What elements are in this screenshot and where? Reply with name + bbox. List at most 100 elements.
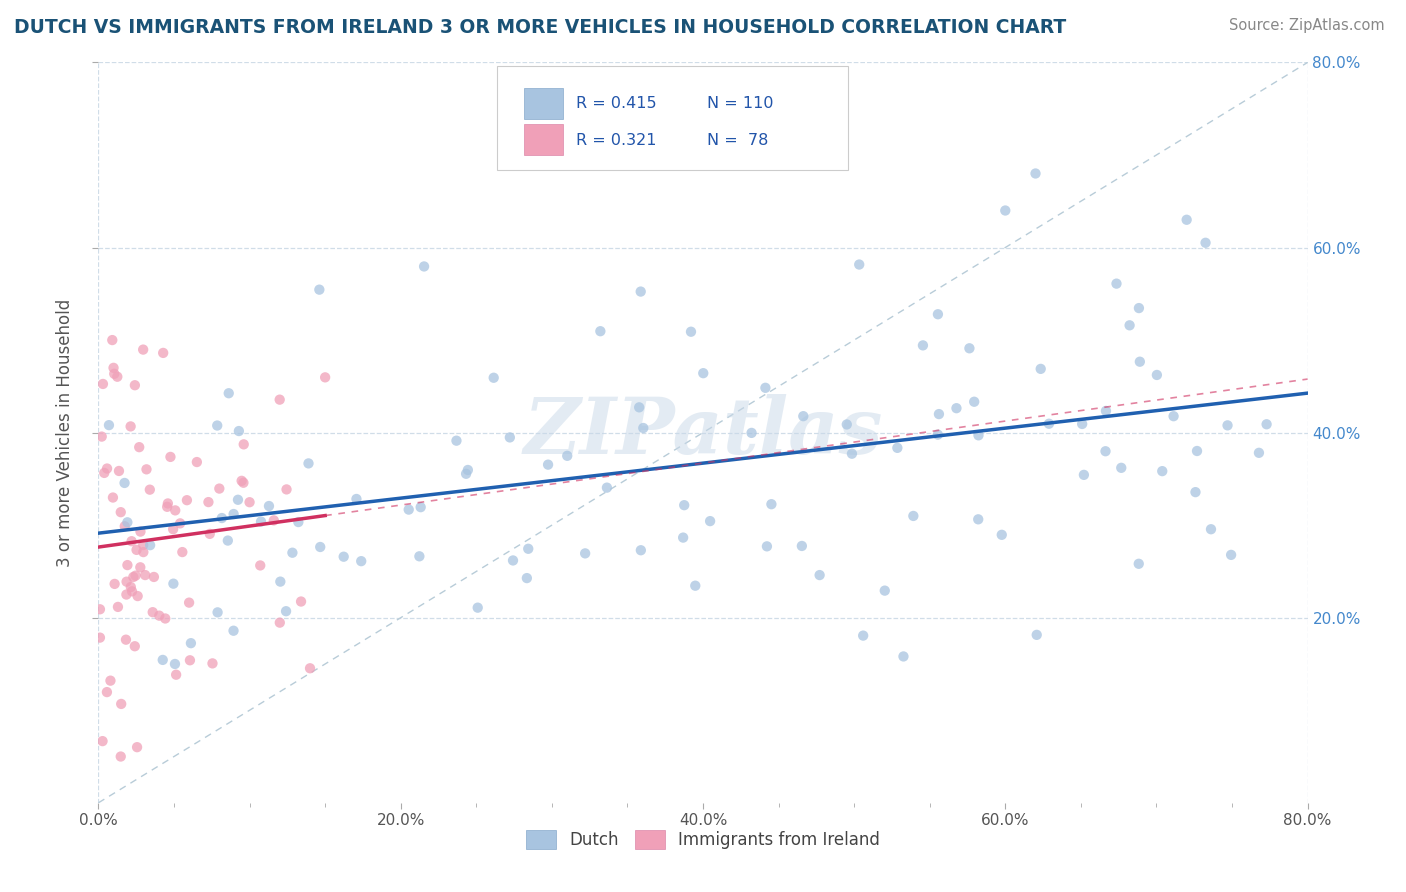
Point xyxy=(217,533,239,548)
Point xyxy=(96,685,118,699)
Point xyxy=(297,457,319,471)
Point xyxy=(957,341,980,355)
Point xyxy=(873,583,896,598)
Point xyxy=(263,513,285,527)
Point xyxy=(105,369,128,384)
Point xyxy=(502,553,524,567)
Point xyxy=(835,417,858,432)
Point xyxy=(120,580,142,594)
Point xyxy=(100,673,122,688)
Point xyxy=(1256,417,1278,432)
Point xyxy=(1071,417,1094,431)
Point xyxy=(790,539,813,553)
Point xyxy=(179,653,201,667)
FancyBboxPatch shape xyxy=(498,66,848,169)
Point xyxy=(679,325,702,339)
Text: N = 110: N = 110 xyxy=(707,96,773,112)
Point xyxy=(169,516,191,531)
Point xyxy=(454,467,477,481)
Point xyxy=(117,558,139,573)
Point xyxy=(457,463,479,477)
Point xyxy=(409,500,432,515)
Point xyxy=(231,474,253,488)
Point xyxy=(314,370,336,384)
Point xyxy=(120,419,142,434)
Point xyxy=(537,458,560,472)
Point xyxy=(274,604,297,618)
Point xyxy=(848,258,870,272)
Point xyxy=(156,500,179,514)
Point xyxy=(155,611,177,625)
Point xyxy=(186,455,208,469)
Point xyxy=(1128,557,1150,571)
Point xyxy=(91,734,114,748)
Point xyxy=(685,579,707,593)
Point xyxy=(132,545,155,559)
Point xyxy=(226,492,249,507)
Point xyxy=(239,495,262,509)
Point xyxy=(135,462,157,476)
Point xyxy=(408,549,430,564)
Point xyxy=(1129,354,1152,368)
Point xyxy=(127,589,149,603)
Point xyxy=(1175,212,1198,227)
Point xyxy=(211,511,233,525)
Point xyxy=(517,541,540,556)
Point xyxy=(163,657,186,671)
Point xyxy=(1109,460,1132,475)
Point xyxy=(121,534,143,549)
Point xyxy=(446,434,468,448)
Point xyxy=(152,653,174,667)
Point xyxy=(165,503,187,517)
Point xyxy=(555,449,578,463)
Point xyxy=(114,475,136,490)
Point xyxy=(218,386,240,401)
Point xyxy=(413,260,436,274)
Point xyxy=(269,615,291,630)
Point xyxy=(346,491,368,506)
Point xyxy=(124,378,146,392)
Point xyxy=(165,667,187,681)
Point xyxy=(967,428,990,442)
Point xyxy=(257,499,280,513)
Point xyxy=(672,531,695,545)
Point xyxy=(467,600,489,615)
Point xyxy=(1029,362,1052,376)
Point xyxy=(1095,404,1118,418)
Point xyxy=(110,749,132,764)
Point xyxy=(91,376,114,391)
Point xyxy=(115,632,138,647)
Point xyxy=(198,527,221,541)
Point xyxy=(148,608,170,623)
Point xyxy=(290,594,312,608)
Text: Source: ZipAtlas.com: Source: ZipAtlas.com xyxy=(1229,18,1385,33)
Point xyxy=(928,407,950,421)
Point xyxy=(886,441,908,455)
Text: N =  78: N = 78 xyxy=(707,133,768,148)
Legend: Dutch, Immigrants from Ireland: Dutch, Immigrants from Ireland xyxy=(517,822,889,857)
Point xyxy=(990,528,1012,542)
Point xyxy=(1025,628,1047,642)
Point xyxy=(180,636,202,650)
Point xyxy=(104,577,127,591)
Point xyxy=(761,497,783,511)
Point xyxy=(132,538,155,552)
Point xyxy=(398,502,420,516)
Point xyxy=(222,507,245,521)
Point xyxy=(754,381,776,395)
Point xyxy=(1220,548,1243,562)
Point xyxy=(129,524,152,539)
Point xyxy=(110,505,132,519)
Point xyxy=(103,367,125,381)
Point xyxy=(911,338,934,352)
Point xyxy=(115,588,138,602)
Point xyxy=(110,697,132,711)
Point xyxy=(309,540,332,554)
Point xyxy=(115,574,138,589)
Text: R = 0.415: R = 0.415 xyxy=(576,96,657,112)
Point xyxy=(741,425,763,440)
Point xyxy=(699,514,721,528)
Text: DUTCH VS IMMIGRANTS FROM IRELAND 3 OR MORE VEHICLES IN HOUSEHOLD CORRELATION CHA: DUTCH VS IMMIGRANTS FROM IRELAND 3 OR MO… xyxy=(14,18,1066,37)
Point xyxy=(114,519,136,533)
Point xyxy=(967,512,990,526)
